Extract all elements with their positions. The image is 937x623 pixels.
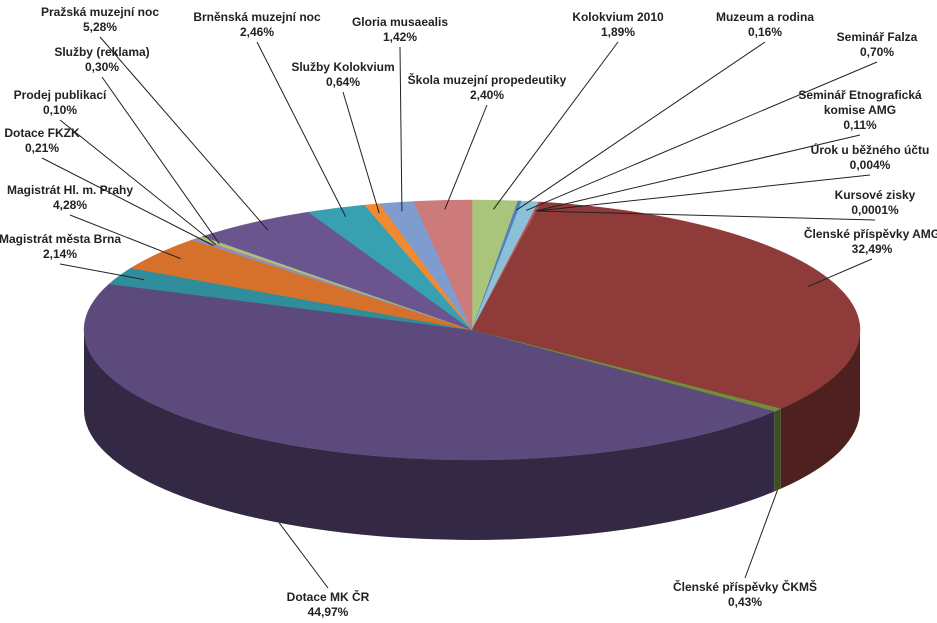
leader-line — [59, 263, 145, 281]
data-label: Seminář Falza 0,70% — [777, 30, 937, 60]
slice-side — [84, 330, 775, 540]
leader-line — [744, 489, 778, 579]
leader-line — [536, 210, 876, 221]
value-label: 4,28% — [52, 198, 88, 212]
data-label: Služby (reklama) 0,30% — [2, 45, 202, 75]
category-label: Gloria musaealis — [351, 15, 449, 29]
leader-line — [444, 104, 488, 210]
category-label: Muzeum a rodina — [715, 10, 814, 24]
data-label: Prodej publikací 0,10% — [0, 88, 160, 118]
category-label: Dotace FKZK — [4, 126, 80, 140]
slice-side — [774, 408, 781, 492]
data-label: Členské příspěvky AMG 32,49% — [772, 227, 937, 257]
data-label: Dotace MK ČR 44,97% — [228, 590, 428, 620]
leader-line — [516, 41, 766, 211]
data-label: Členské příspěvky ČKMŠ 0,43% — [645, 580, 845, 610]
value-label: 0,21% — [24, 141, 60, 155]
value-label: 32,49% — [851, 242, 893, 256]
data-label: Pražská muzejní noc 5,28% — [0, 5, 200, 35]
leader-line — [41, 157, 214, 247]
leader-line — [278, 522, 329, 589]
leader-line — [399, 46, 403, 212]
value-label: 0,70% — [859, 45, 895, 59]
value-label: 0,64% — [325, 75, 361, 89]
data-label: Kolokvium 2010 1,89% — [518, 10, 718, 40]
leader-line — [493, 41, 619, 210]
value-label: 0,16% — [747, 25, 783, 39]
leader-line — [256, 41, 347, 217]
value-label: 2,14% — [42, 247, 78, 261]
value-label: 0,004% — [849, 158, 891, 172]
category-label: Seminář Etnografická komise AMG — [798, 88, 922, 117]
category-label: Služby Kolokvium — [291, 60, 395, 74]
leader-line — [99, 36, 269, 231]
leader-line — [69, 214, 181, 260]
data-label: Gloria musaealis 1,42% — [300, 15, 500, 45]
slice — [83, 283, 775, 461]
value-label: 5,28% — [82, 20, 118, 34]
category-label: Úrok u běžného účtu — [810, 143, 930, 157]
category-label: Prodej publikací — [13, 88, 107, 102]
category-label: Členské příspěvky AMG — [803, 227, 937, 241]
leader-line — [101, 76, 220, 245]
value-label: 0,10% — [42, 103, 78, 117]
data-label: Dotace FKZK 0,21% — [0, 126, 142, 156]
category-label: Magistrát Hl. m. Prahy — [6, 183, 134, 197]
leader-line — [536, 174, 871, 212]
value-label: 0,0001% — [851, 203, 899, 217]
leader-line — [59, 119, 217, 246]
leader-line — [342, 91, 380, 214]
value-label: 2,40% — [469, 88, 505, 102]
category-label: Členské příspěvky ČKMŠ — [672, 580, 818, 594]
data-label: Brněnská muzejní noc 2,46% — [157, 10, 357, 40]
category-label: Pražská muzejní noc — [40, 5, 160, 19]
leader-line — [526, 61, 878, 211]
data-label: Magistrát Hl. m. Prahy 4,28% — [0, 183, 170, 213]
category-label: Magistrát města Brna — [0, 232, 122, 246]
value-label: 1,89% — [600, 25, 636, 39]
value-label: 2,46% — [239, 25, 275, 39]
category-label: Seminář Falza — [836, 30, 918, 44]
category-label: Brněnská muzejní noc — [193, 10, 321, 24]
leader-line — [535, 134, 861, 212]
category-label: Dotace MK ČR — [286, 590, 370, 604]
data-label: Kursové zisky 0,0001% — [775, 188, 937, 218]
category-label: Kursové zisky — [834, 188, 916, 202]
data-label: Magistrát města Brna 2,14% — [0, 232, 160, 262]
slice — [413, 199, 473, 331]
value-label: 1,42% — [382, 30, 418, 44]
value-label: 0,43% — [727, 595, 763, 609]
data-label: Služby Kolokvium 0,64% — [243, 60, 443, 90]
value-label: 44,97% — [307, 605, 349, 619]
data-label: Muzeum a rodina 0,16% — [665, 10, 865, 40]
data-label: Úrok u běžného účtu 0,004% — [770, 143, 937, 173]
category-label: Škola muzejní propedeutiky — [407, 73, 567, 87]
data-label: Škola muzejní propedeutiky 2,40% — [387, 73, 587, 103]
leader-line — [808, 258, 873, 287]
category-label: Služby (reklama) — [54, 45, 150, 59]
category-label: Kolokvium 2010 — [572, 10, 664, 24]
data-label: Seminář Etnografická komise AMG 0,11% — [780, 88, 937, 133]
value-label: 0,30% — [84, 60, 120, 74]
slice-side — [780, 330, 860, 489]
value-label: 0,11% — [843, 118, 877, 132]
